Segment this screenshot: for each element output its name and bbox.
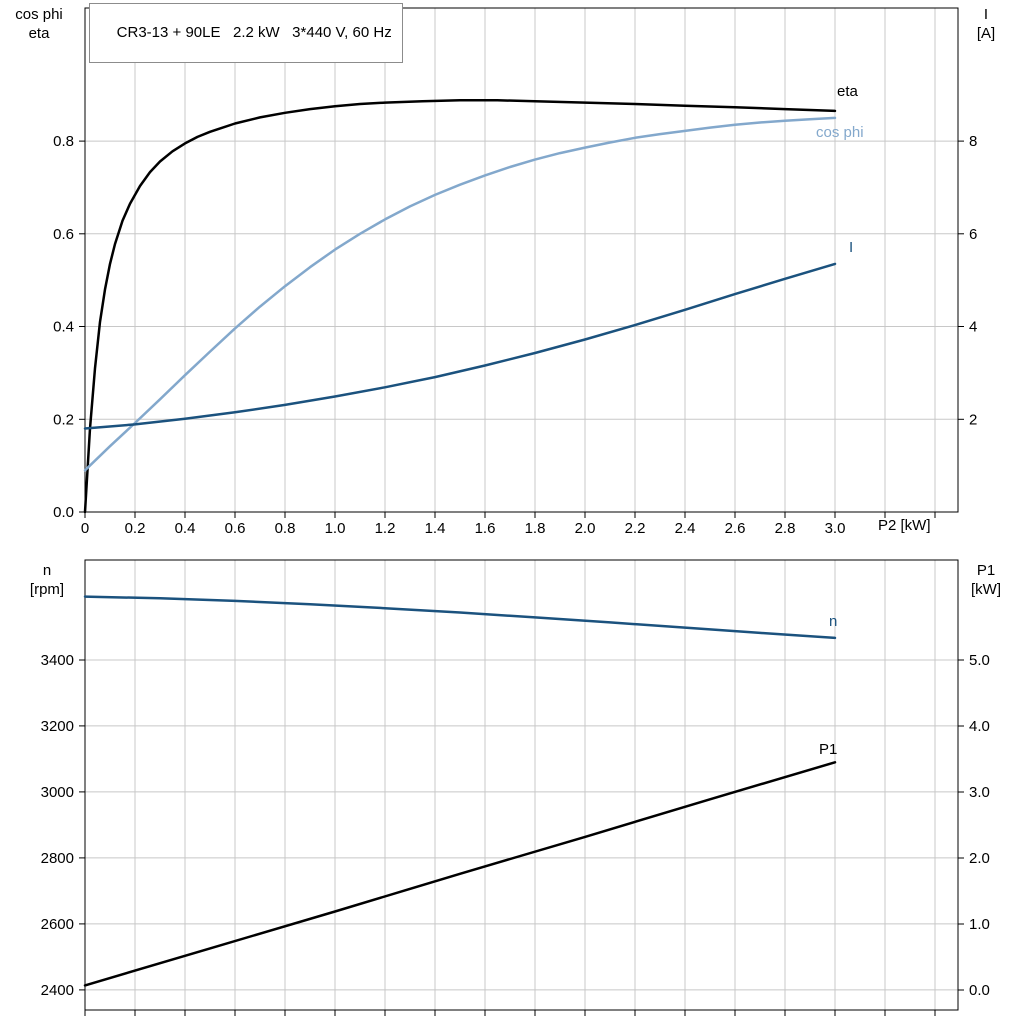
axis-title-p1: P1 [976,562,996,579]
x-tick-label: 0.6 [225,520,246,537]
left-tick-label: 3400 [41,652,74,669]
plot-frame [84,7,959,513]
x-tick-label: 2.2 [625,520,646,537]
axis-title-rpm-unit: [rpm] [29,581,65,598]
x-tick-label: 3.0 [825,520,846,537]
right-tick-label: 4 [969,319,977,336]
chart-title-box: CR3-13 + 90LE 2.2 kW 3*440 V, 60 Hz [89,3,403,63]
series-label-eta: eta [837,83,859,100]
x-tick-label: 1.4 [425,520,446,537]
left-tick-label: 2600 [41,916,74,933]
x-tick-label: 0.4 [175,520,196,537]
x-tick-label: 1.6 [475,520,496,537]
x-tick-label: 0.8 [275,520,296,537]
x-tick-label: 1.2 [375,520,396,537]
series-label-i: I [849,239,853,256]
left-tick-label: 3000 [41,784,74,801]
left-tick-label: 0.2 [53,411,74,428]
left-tick-label: 0.8 [53,133,74,150]
x-tick-label: 1.8 [525,520,546,537]
right-tick-label: 5.0 [969,652,990,669]
x-tick-label: 2.0 [575,520,596,537]
series-n [83,595,837,640]
series-i [83,262,837,430]
bottom-left-axis-title: n [rpm] [18,561,76,599]
left-tick-label: 0.6 [53,226,74,243]
axis-title-cos-phi: cos phi [15,6,63,23]
left-tick-label: 0.4 [53,319,74,336]
chart-title: CR3-13 + 90LE 2.2 kW 3*440 V, 60 Hz [116,24,392,41]
series-eta [83,99,837,514]
x-tick-label: 0.2 [125,520,146,537]
axis-title-kw-unit: [kW] [971,581,1001,598]
left-tick-label: 2800 [41,850,74,867]
series-p1 [83,761,837,987]
right-tick-label: 2.0 [969,850,990,867]
right-tick-label: 8 [969,133,977,150]
right-tick-label: 1.0 [969,916,990,933]
top-right-axis-title: I [A] [960,5,1012,43]
left-tick-label: 0.0 [53,504,74,521]
right-tick-label: 4.0 [969,718,990,735]
right-tick-label: 6 [969,226,977,243]
bottom-right-axis-title: P1 [kW] [958,561,1014,599]
axis-title-speed: n [42,562,52,579]
right-tick-label: 3.0 [969,784,990,801]
x-tick-label: 2.8 [775,520,796,537]
top-left-axis-title: cos phi eta [2,5,76,43]
series-cos-phi [83,116,837,472]
series-label-cos-phi: cos phi [816,124,864,141]
right-tick-label: 0.0 [969,982,990,999]
series-label-p1: P1 [819,741,837,758]
axis-title-current: I [983,6,989,23]
plot-frame [84,559,959,1011]
series-label-n: n [829,613,837,630]
axis-title-eta: eta [28,25,50,42]
left-tick-label: 2400 [41,982,74,999]
x-tick-label: 0 [81,520,89,537]
x-tick-label: 1.0 [325,520,346,537]
left-tick-label: 3200 [41,718,74,735]
x-tick-label: 2.4 [675,520,696,537]
x-axis-label-p2: P2 [kW] [878,517,931,534]
axis-title-amps-unit: [A] [976,25,996,42]
x-tick-label: 2.6 [725,520,746,537]
right-tick-label: 2 [969,411,977,428]
